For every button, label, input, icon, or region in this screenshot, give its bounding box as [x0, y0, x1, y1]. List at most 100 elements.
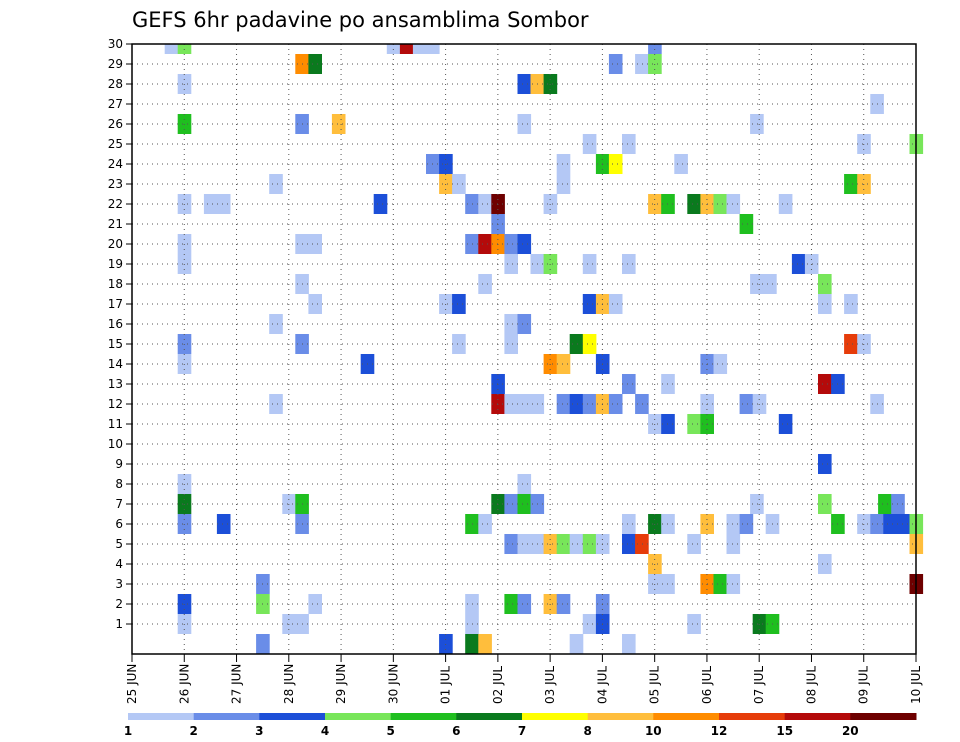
precip-cell-156: [883, 514, 897, 534]
precip-cell-72: [478, 274, 492, 294]
x-tick-label-2: 27 JUN: [230, 664, 244, 704]
precip-cell-196: [687, 614, 701, 634]
precip-cell-163: [556, 534, 571, 554]
x-tick-label-3: 28 JUN: [282, 664, 296, 704]
y-tick-label-21: 21: [108, 217, 123, 231]
y-tick-label-1: 1: [115, 617, 123, 631]
y-tick-label-18: 18: [108, 277, 123, 291]
precip-cell-83: [844, 294, 858, 314]
precip-cell-73: [750, 274, 764, 294]
precip-cell-62: [517, 234, 532, 254]
x-tick-label-9: 04 JUL: [595, 666, 609, 704]
precip-cell-78: [452, 294, 466, 314]
precip-cell-39: [203, 194, 218, 214]
y-tick-label-14: 14: [108, 357, 123, 371]
precip-cell-9: [608, 54, 623, 74]
precip-cell-34: [452, 174, 466, 194]
precip-cell-124: [687, 414, 701, 434]
y-tick-label-30: 30: [108, 37, 123, 51]
colorbar-segment-2: [193, 713, 260, 720]
precip-cell-92: [582, 334, 597, 354]
precip-cell-59: [478, 234, 492, 254]
precip-cell-194: [582, 614, 597, 634]
precip-cell-93: [844, 334, 858, 354]
precip-cell-74: [763, 274, 777, 294]
y-tick-label-8: 8: [115, 477, 123, 491]
precip-cell-68: [622, 254, 636, 274]
precip-cell-101: [713, 354, 728, 374]
precip-cell-98: [556, 354, 571, 374]
precip-cell-107: [269, 394, 283, 414]
precip-cell-167: [622, 534, 636, 554]
colorbar-label-6: 6: [452, 724, 460, 738]
x-tick-label-11: 06 JUL: [700, 666, 714, 704]
x-tick-label-13: 08 JUL: [804, 666, 818, 704]
precip-cell-146: [622, 514, 636, 534]
y-tick-label-19: 19: [108, 257, 123, 271]
precip-cell-69: [791, 254, 806, 274]
precip-cell-52: [778, 194, 793, 214]
precip-cell-85: [504, 314, 518, 334]
precip-cell-173: [818, 554, 832, 574]
precip-cell-185: [504, 594, 518, 614]
precip-cell-31: [674, 154, 688, 174]
chart-title: GEFS 6hr padavine po ansamblima Sombor: [132, 8, 589, 32]
y-tick-label-25: 25: [108, 137, 123, 151]
precip-cell-23: [622, 134, 636, 154]
x-tick-label-7: 02 JUL: [491, 666, 505, 704]
precip-cell-20: [517, 114, 532, 134]
precip-cell-109: [504, 394, 518, 414]
precipitation-cells: [164, 44, 924, 654]
precip-cell-145: [478, 514, 492, 534]
precip-cell-50: [713, 194, 728, 214]
precip-cell-67: [582, 254, 597, 274]
precip-cell-129: [517, 474, 532, 494]
precip-cell-51: [726, 194, 741, 214]
precip-cell-36: [844, 174, 858, 194]
precip-cell-168: [635, 534, 649, 554]
y-tick-label-27: 27: [108, 97, 123, 111]
colorbar-label-7: 7: [518, 724, 526, 738]
precip-cell-22: [582, 134, 597, 154]
precip-cell-32: [269, 174, 283, 194]
precip-cell-64: [504, 254, 518, 274]
precip-cell-112: [556, 394, 571, 414]
x-tick-label-14: 09 JUL: [857, 666, 871, 704]
precip-cell-89: [452, 334, 466, 354]
precip-cell-81: [608, 294, 623, 314]
precip-cell-137: [750, 494, 764, 514]
colorbar-segment-20: [850, 713, 917, 720]
precip-cell-127: [818, 454, 832, 474]
precip-cell-135: [517, 494, 532, 514]
precip-cell-201: [465, 634, 479, 654]
precip-cell-54: [739, 214, 754, 234]
precip-cell-10: [635, 54, 649, 74]
y-axis: 1234567891011121314151617181920212223242…: [108, 37, 132, 631]
precip-cell-61: [504, 234, 518, 254]
y-tick-label-9: 9: [115, 457, 123, 471]
colorbar-label-20: 20: [842, 724, 859, 738]
precip-cell-113: [569, 394, 584, 414]
colorbar-segment-15: [784, 713, 851, 720]
precip-cell-150: [726, 514, 741, 534]
colorbar-segment-3: [259, 713, 326, 720]
precip-cell-169: [687, 534, 701, 554]
precip-cell-117: [635, 394, 649, 414]
y-tick-label-24: 24: [108, 157, 123, 171]
y-tick-label-23: 23: [108, 177, 123, 191]
precip-cell-82: [818, 294, 832, 314]
precip-cell-102: [622, 374, 636, 394]
precip-cell-57: [308, 234, 322, 254]
precip-cell-90: [504, 334, 518, 354]
precip-cell-138: [818, 494, 832, 514]
precip-cell-75: [818, 274, 832, 294]
y-tick-label-17: 17: [108, 297, 123, 311]
y-tick-label-2: 2: [115, 597, 123, 611]
y-tick-label-10: 10: [108, 437, 123, 451]
precip-cell-79: [582, 294, 597, 314]
colorbar-label-1: 1: [124, 724, 132, 738]
precip-cell-160: [517, 534, 532, 554]
x-tick-label-8: 03 JUL: [543, 666, 557, 704]
precip-cell-41: [373, 194, 388, 214]
